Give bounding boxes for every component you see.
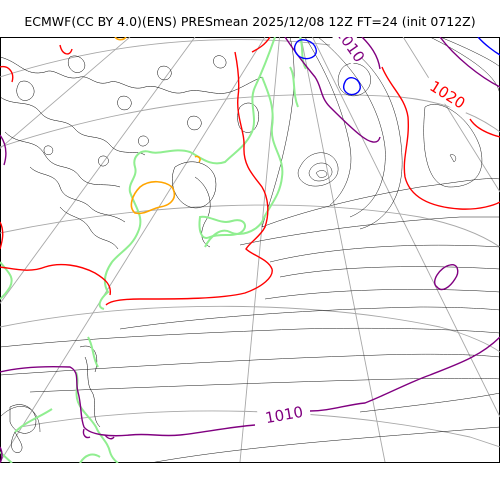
isobar-low xyxy=(293,37,500,96)
isobar-1020 xyxy=(0,37,500,306)
freezing-line xyxy=(114,37,201,215)
weather-map: 1010 1020 1010 xyxy=(0,37,500,463)
snow-line xyxy=(0,37,361,463)
graticule xyxy=(0,37,500,463)
map-title: ECMWF(CC BY 4.0)(ENS) PRESmean 2025/12/0… xyxy=(24,14,476,29)
isobars-thin xyxy=(0,37,500,463)
isobar-1010 xyxy=(0,37,500,463)
map-frame xyxy=(0,37,500,463)
